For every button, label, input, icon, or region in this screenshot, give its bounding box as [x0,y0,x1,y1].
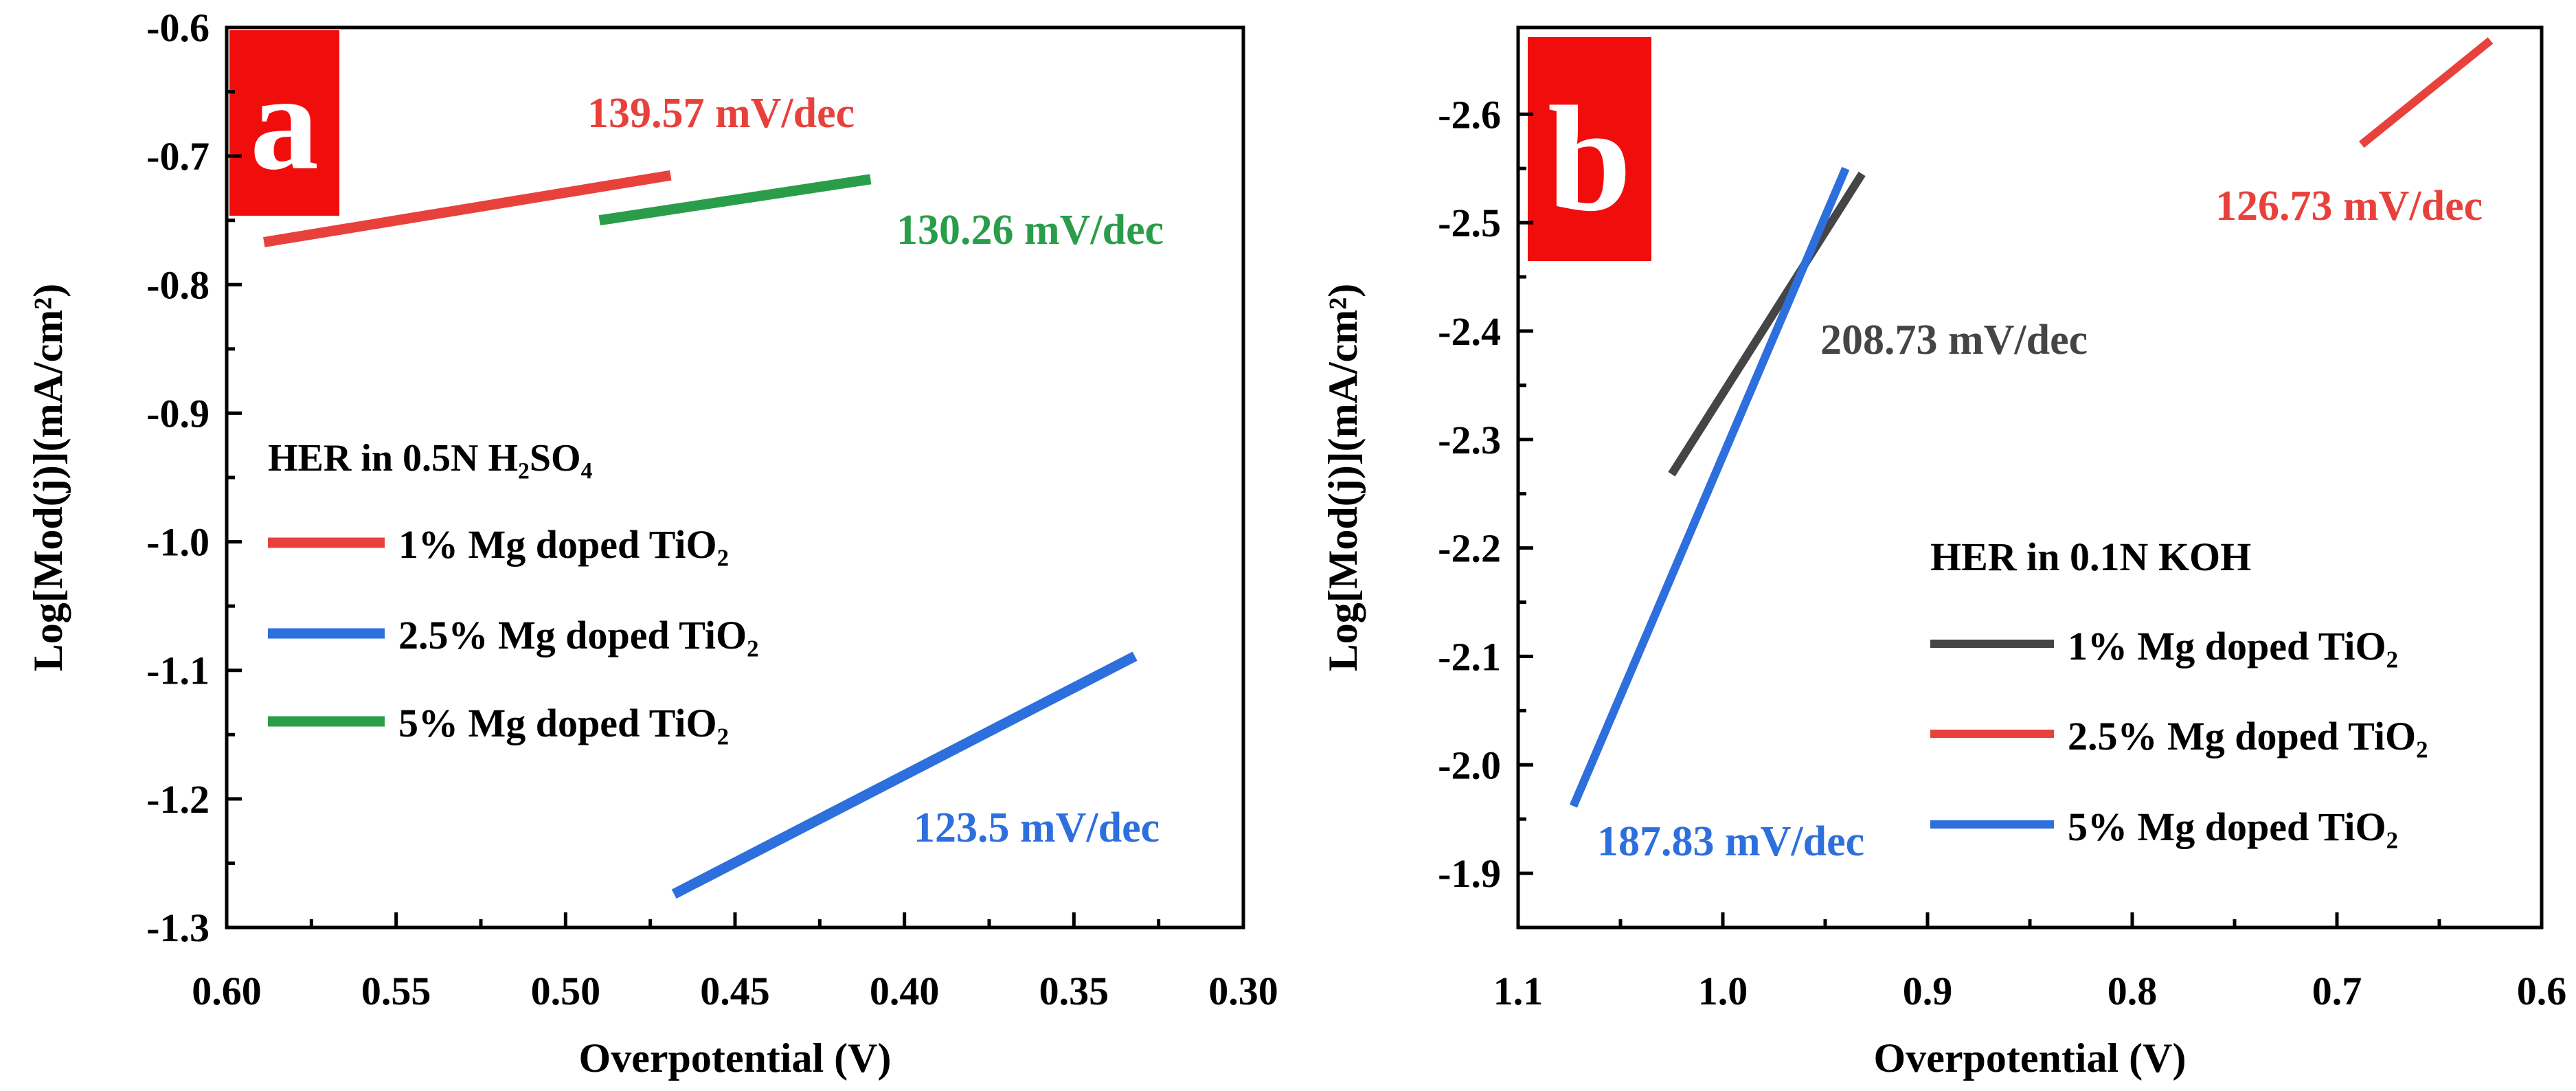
series-line-a-2 [671,651,1138,899]
series-group-b [1569,37,2494,808]
x-tick-label-a: 0.40 [870,969,940,1013]
y-tick-label-a: -0.9 [146,391,210,436]
annotation-b-2: 126.73 mV/dec [2215,183,2483,229]
x-tick-label-b: 1.1 [1493,969,1544,1013]
panel-label-box-b [1528,37,1651,261]
series-line-a-1 [263,170,672,247]
series-line-b-1 [1668,171,1866,477]
x-axis-label-a: Overpotential (V) [579,1035,892,1081]
y-axis-label-a: Log[Mod(j)](mA/cm²) [25,284,71,671]
panel-label-box-a [229,30,339,216]
x-axis-ticks-b: 1.1 1.0 0.9 0.8 0.7 0.6 [1493,912,2567,1013]
x-axis-label-b: Overpotential (V) [1874,1035,2187,1081]
x-tick-label-b: 0.9 [1903,969,1953,1013]
series-line-b-2 [2358,37,2494,148]
x-tick-label-a: 0.55 [361,969,431,1013]
x-tick-label-a: 0.30 [1208,969,1278,1013]
y-tick-label-b: -1.9 [1438,851,1501,896]
annotation-a-3: 130.26 mV/dec [896,207,1164,254]
x-tick-label-a: 0.35 [1039,969,1109,1013]
legend-label-a-3: 5% Mg doped TiO₂ [398,701,729,745]
x-tick-label-a: 0.60 [192,969,262,1013]
y-tick-label-a: -0.8 [146,262,210,307]
annotation-b-3: 187.83 mV/dec [1597,818,1864,865]
legend-label-a-2: 2.5% Mg doped TiO₂ [398,613,758,657]
legend-title-a: HER in 0.5N H₂SO₄ [268,437,593,480]
panel-b: b 1.1 1.0 0.9 0.8 0.7 0.6 -1.9 -2.0 -2.1 -2.2 -2.… [1320,25,2567,1081]
x-axis-ticks-a: 0.60 0.55 0.50 0.45 0.40 0.35 0.30 [192,912,1278,1013]
annotation-b-1: 208.73 mV/dec [1820,317,2088,363]
x-tick-label-b: 1.0 [1698,969,1748,1013]
series-line-a-3 [598,174,872,226]
panel-label-a: a [250,47,319,199]
legend-label-b-3: 5% Mg doped TiO₂ [2068,805,2398,849]
legend-a: HER in 0.5N H₂SO₄ 1% Mg doped TiO₂ 2.5% … [268,437,758,745]
legend-label-b-1: 1% Mg doped TiO₂ [2068,624,2398,668]
x-tick-label-a: 0.45 [700,969,770,1013]
legend-b: HER in 0.1N KOH 1% Mg doped TiO₂ 2.5% Mg… [1930,535,2428,849]
legend-label-a-1: 1% Mg doped TiO₂ [398,522,729,567]
legend-title-b: HER in 0.1N KOH [1930,535,2251,579]
y-tick-label-a: -1.3 [146,906,210,950]
x-tick-label-b: 0.6 [2517,969,2567,1013]
y-tick-label-a: -0.7 [146,134,210,179]
y-tick-label-b: -2.6 [1438,92,1501,137]
y-tick-label-b: -2.4 [1438,309,1501,354]
legend-label-b-2: 2.5% Mg doped TiO₂ [2068,714,2428,758]
y-tick-label-b: -2.2 [1438,526,1501,571]
y-tick-label-a: -0.6 [146,5,210,50]
panel-label-b: b [1548,75,1631,243]
annotation-a-1: 139.57 mV/dec [587,90,855,137]
y-axis-ticks-b: -1.9 -2.0 -2.1 -2.2 -2.3 -2.4 -2.5 -2.6 [1438,92,1533,896]
y-tick-label-b: -2.0 [1438,743,1501,787]
y-tick-label-a: -1.1 [146,649,210,693]
y-axis-label-b: Log[Mod(j)](mA/cm²) [1320,284,1366,671]
x-tick-label-a: 0.50 [531,969,601,1013]
y-tick-label-a: -1.0 [146,520,210,565]
y-tick-label-a: -1.2 [146,777,210,822]
y-tick-label-b: -2.1 [1438,634,1501,679]
panel-a: a 0.60 0.55 0.50 0.45 0.40 0.35 0.30 -1.3-1.2-… [25,5,1278,1081]
series-group-a [263,170,1138,899]
y-axis-ticks-a: -1.3 -1.2 -1.1 -1.0 -0.9 -0.8 -0.7 -0.6 [146,5,242,950]
x-tick-label-b: 0.8 [2108,969,2158,1013]
series-line-b-3 [1569,166,1850,808]
y-tick-label-b: -2.5 [1438,201,1501,245]
plot-frame-b [1516,25,2544,930]
x-tick-label-b: 0.7 [2312,969,2362,1013]
annotation-a-2: 123.5 mV/dec [914,805,1160,851]
y-tick-label-b: -2.3 [1438,418,1501,462]
